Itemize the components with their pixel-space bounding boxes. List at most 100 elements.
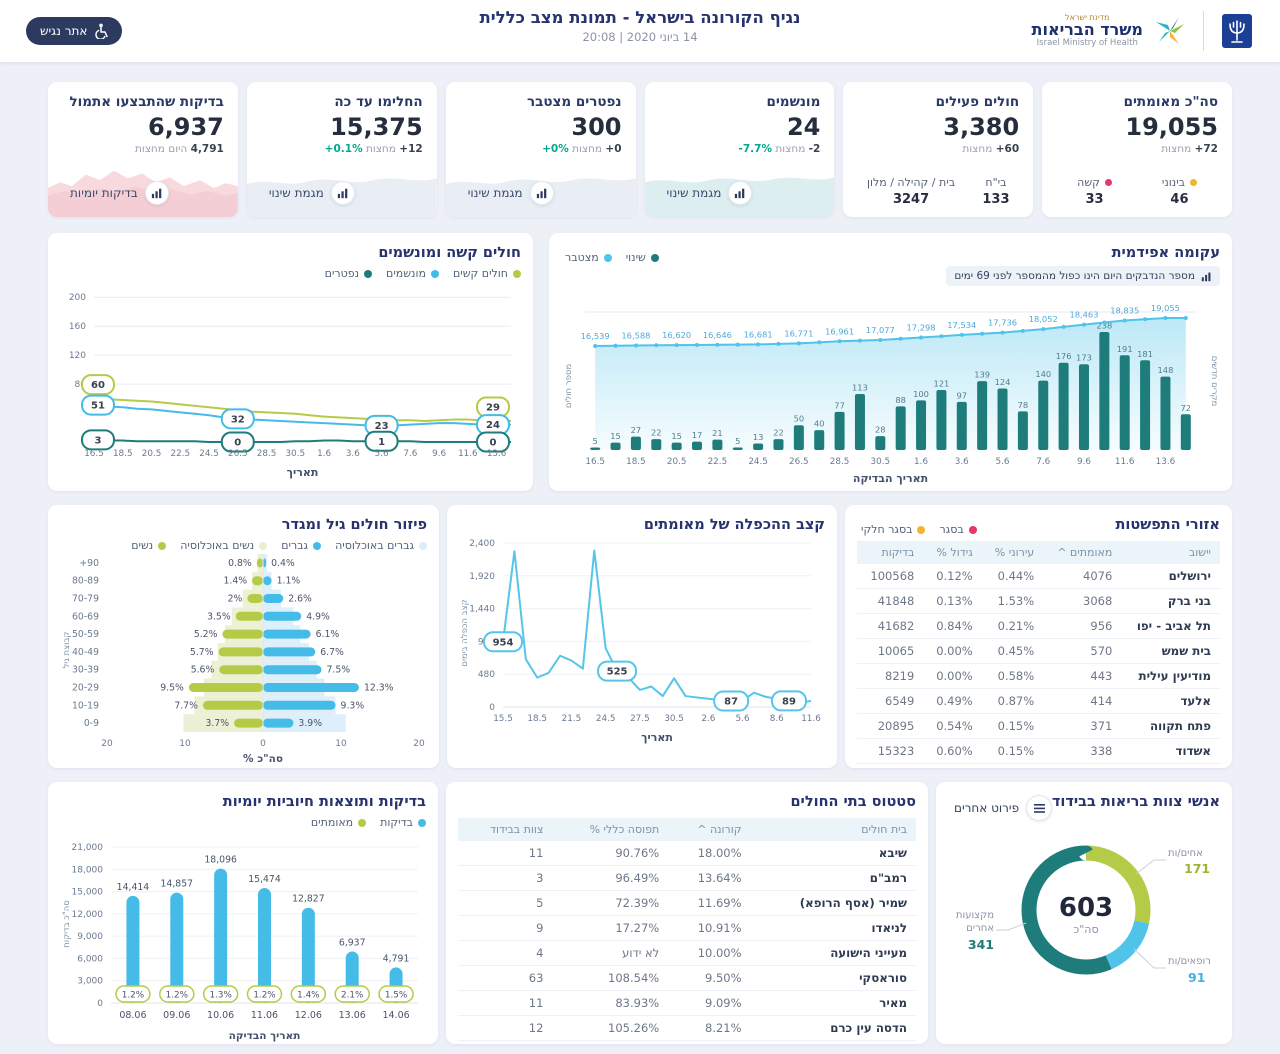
svg-text:15.5: 15.5	[493, 714, 513, 724]
svg-text:29: 29	[486, 403, 500, 414]
svg-text:5.2%: 5.2%	[194, 629, 218, 640]
donut-slice	[1021, 845, 1151, 975]
svg-text:7.5%: 7.5%	[327, 665, 351, 676]
daily-bar	[936, 390, 947, 450]
value-cell: 96.49%	[552, 865, 669, 891]
row-name-cell: לניאדו	[750, 915, 916, 941]
stat-card-title: החלימו עד כה	[334, 94, 423, 110]
svg-text:8.6: 8.6	[770, 714, 784, 724]
logo-english-line: Israel Ministry of Health	[1036, 38, 1138, 49]
svg-text:2.6%: 2.6%	[288, 594, 312, 605]
value-cell: 0.84%	[923, 613, 982, 639]
breakdown-item: בית / קהילה / מלון 3247	[867, 176, 956, 207]
trend-bars-icon	[1201, 272, 1211, 281]
table-row: בית שמש 570 0.45% 0.00% 10065	[857, 638, 1220, 664]
spread-areas-card: אזורי התפשטות בסגר בסגר חלקי יישוב מאומתים…	[845, 505, 1232, 768]
trend-footer-button[interactable]: בדיקות יומיות	[70, 181, 169, 205]
top-bar: מדינת ישראל משרד הבריאות Israel Ministry…	[0, 0, 1280, 62]
value-cell: 570	[1043, 638, 1122, 664]
row-name-cell: תל אביב - יפו	[1121, 613, 1220, 639]
table-row: הדסה עין כרם 8.21% 105.26% 12	[458, 1015, 916, 1041]
table-row: מודיעין עילית 443 0.58% 0.00% 8219	[857, 663, 1220, 689]
column-header: עירוני %	[981, 541, 1044, 564]
others-detail-button[interactable]: פירוט אחרים	[948, 794, 1058, 822]
svg-text:21: 21	[712, 428, 723, 438]
svg-text:16,961: 16,961	[825, 326, 854, 336]
svg-text:16,539: 16,539	[581, 331, 610, 341]
column-header[interactable]: קורונה ^	[668, 818, 751, 841]
epidemic-note: מספר הנדבקים היום הינו כפול מהמספר לפני …	[946, 266, 1220, 286]
svg-text:13.6: 13.6	[1156, 457, 1176, 467]
table-row: לניאדו 10.91% 17.27% 9	[458, 915, 916, 941]
svg-text:77: 77	[834, 400, 845, 410]
daily-bar	[590, 447, 601, 450]
svg-text:13.06: 13.06	[339, 1010, 366, 1021]
row-name-cell: פתח תקווה	[1121, 713, 1220, 739]
daily-bar	[977, 381, 988, 450]
table-row: ירושלים 4076 0.44% 0.12% 100568	[857, 564, 1220, 589]
svg-text:16,771: 16,771	[784, 328, 813, 338]
logo-ministry-line: משרד הבריאות	[1031, 20, 1143, 40]
value-cell: 371	[1043, 713, 1122, 739]
svg-text:22: 22	[773, 428, 784, 438]
value-cell: 6549	[857, 688, 924, 714]
svg-text:16.5: 16.5	[84, 449, 104, 459]
svg-text:51: 51	[91, 401, 105, 412]
epidemic-note-text: מספר הנדבקים היום הינו כפול מהמספר לפני …	[954, 270, 1195, 282]
svg-text:15: 15	[610, 431, 621, 441]
tests-bar	[258, 888, 271, 1003]
legend-item: נפטרים	[325, 267, 373, 280]
value-cell: 105.26%	[552, 1015, 669, 1041]
hospitals-table: בית חולים קורונה ^ תפוסה כללי % צוות בבידוד…	[458, 818, 916, 1041]
value-cell: 8.21%	[668, 1015, 751, 1041]
tests-bar	[214, 868, 228, 1003]
svg-text:16,646: 16,646	[703, 330, 732, 340]
row-name-cell: מעייני הישועה	[750, 940, 916, 966]
svg-text:08.06: 08.06	[119, 1010, 146, 1021]
pyramid-legend: גברים באוכלוסיה גברים נשים באוכלוסיה נשים	[60, 539, 427, 552]
svg-text:40: 40	[814, 419, 825, 429]
svg-text:1,440: 1,440	[469, 605, 495, 615]
svg-text:160: 160	[69, 322, 86, 332]
daily-bar	[732, 447, 743, 450]
svg-text:11.6: 11.6	[458, 449, 478, 459]
row-name-cell: אשדוד	[1121, 738, 1220, 764]
row-name-cell: שמיר (אסף הרופא)	[750, 890, 916, 916]
value-cell: 90.76%	[552, 841, 669, 866]
stat-card-2: מונשמים 24 -2 מחצות -7.7% מגמת שינוי	[644, 82, 835, 217]
svg-text:3.6: 3.6	[346, 449, 360, 459]
mini-bars-icon	[728, 181, 753, 205]
svg-text:20: 20	[101, 739, 113, 749]
trend-footer-button[interactable]: מגמת שינוי	[468, 181, 554, 205]
table-row: סוראסקי 9.50% 108.54% 63	[458, 965, 916, 991]
accessibility-button[interactable]: אתר נגיש	[26, 17, 123, 45]
epidemic-card-title: עקומה אפידמית	[1111, 245, 1220, 261]
svg-text:24: 24	[486, 420, 500, 431]
severe-legend: חולים קשים מונשמים נפטרים	[60, 267, 521, 280]
svg-text:0: 0	[489, 703, 495, 713]
doubling-rate-card: קצב ההכפלה של מאומתים 04809601,4401,9202…	[447, 505, 837, 768]
svg-text:5.6: 5.6	[996, 457, 1010, 467]
column-header: בדיקות	[857, 541, 924, 564]
svg-text:18.5: 18.5	[626, 457, 646, 467]
svg-text:+90: +90	[79, 558, 99, 569]
trend-footer-button[interactable]: מגמת שינוי	[667, 181, 753, 205]
value-cell: 18.00%	[668, 841, 751, 866]
svg-text:1.2%: 1.2%	[253, 991, 275, 1001]
svg-text:תאריך: תאריך	[287, 466, 319, 479]
svg-text:89: 89	[782, 696, 796, 707]
svg-text:78: 78	[1018, 400, 1029, 410]
daily-bar	[1058, 362, 1069, 450]
svg-text:קבוצת גיל: קבוצת גיל	[62, 632, 72, 669]
svg-text:תאריך הבדיקה: תאריך הבדיקה	[853, 472, 928, 485]
legend-item: מאומתים	[311, 816, 367, 829]
value-cell: 0.13%	[923, 588, 982, 614]
column-header[interactable]: מאומתים ^	[1043, 541, 1122, 564]
value-cell: לא ידוע	[552, 940, 669, 966]
value-cell: 3	[458, 865, 553, 891]
svg-text:אחרים: אחרים	[966, 923, 994, 934]
value-cell: 83.93%	[552, 990, 669, 1016]
stat-card-4: החלימו עד כה 15,375 +12 מחצות +0.1% מגמת שי…	[246, 82, 437, 217]
value-cell: 72.39%	[552, 890, 669, 916]
trend-footer-button[interactable]: מגמת שינוי	[269, 181, 355, 205]
